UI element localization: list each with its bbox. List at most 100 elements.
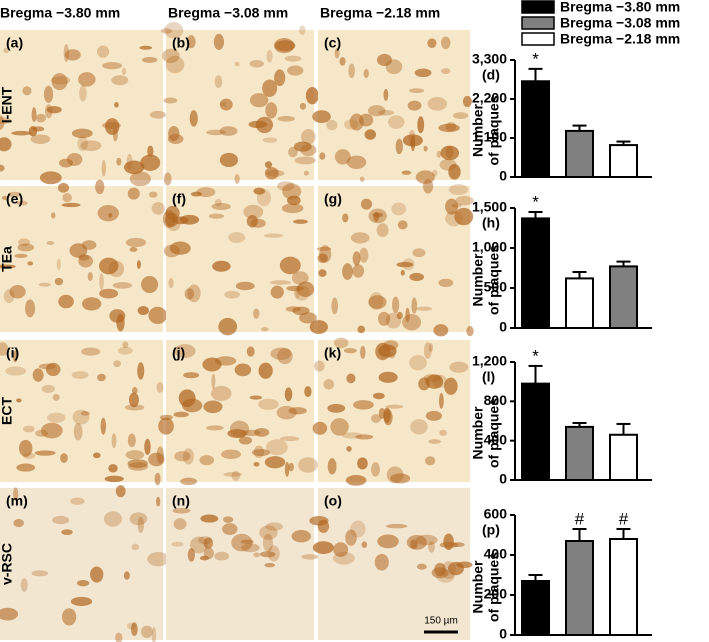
plaque-stain <box>0 264 16 269</box>
plaque-stain <box>417 116 425 134</box>
plaque-stain <box>187 284 201 303</box>
plaque-stain <box>214 198 222 207</box>
plaque-stain <box>407 100 422 111</box>
plaque-stain <box>372 212 383 218</box>
plaque-stain <box>408 130 416 147</box>
plaque-stain <box>448 163 461 180</box>
plaque-stain <box>52 394 60 401</box>
plaque-stain <box>445 146 454 158</box>
plaque-stain <box>123 571 130 580</box>
chart-panel-label: (l) <box>482 369 495 385</box>
plaque-stain <box>296 281 315 297</box>
plaque-stain <box>445 198 458 215</box>
plaque-stain <box>440 68 451 74</box>
plaque-stain <box>377 534 399 549</box>
y-axis-label: Number <box>470 253 486 306</box>
plaque-stain <box>220 101 227 107</box>
plaque-stain <box>46 106 62 114</box>
plaque-stain <box>31 107 37 123</box>
plaque-stain <box>154 472 161 486</box>
plaque-stain <box>18 439 33 457</box>
plaque-stain <box>317 519 330 533</box>
plaque-stain <box>220 449 242 460</box>
row-label: ECT <box>0 397 15 425</box>
plaque-stain <box>406 534 427 550</box>
y-axis-label: Number <box>470 104 486 157</box>
plaque-stain <box>214 75 223 89</box>
y-tick-label: 400 <box>484 431 508 447</box>
panel-label: (j) <box>172 345 185 361</box>
plaque-stain <box>262 137 278 143</box>
plaque-stain <box>259 551 276 558</box>
plaque-stain <box>200 514 219 523</box>
plaque-stain <box>288 407 307 415</box>
plaque-stain <box>360 345 366 359</box>
plaque-stain <box>353 400 374 410</box>
plaque-stain <box>269 280 292 285</box>
plaque-stain <box>348 63 355 79</box>
plaque-stain <box>341 432 363 439</box>
plaque-stain <box>249 395 263 400</box>
plaque-stain <box>436 570 455 583</box>
plaque-stain <box>261 327 269 332</box>
plaque-stain <box>364 129 377 140</box>
plaque-stain <box>282 183 302 200</box>
legend-swatch <box>521 32 555 46</box>
plaque-stain <box>50 212 56 219</box>
significance-marker: * <box>532 192 539 211</box>
plaque-stain <box>288 462 294 472</box>
plaque-stain <box>99 288 119 299</box>
panel-label: (k) <box>324 345 341 361</box>
plaque-stain <box>444 377 458 395</box>
row-label: I-ENT <box>0 86 15 123</box>
plaque-stain <box>300 144 317 157</box>
plaque-stain <box>78 72 96 87</box>
plaque-stain <box>231 533 253 552</box>
plaque-stain <box>127 187 140 200</box>
plaque-stain <box>121 67 127 76</box>
legend-label: Bregma −2.18 mm <box>560 31 680 47</box>
y-tick-label: 1,100 <box>472 129 507 145</box>
plaque-stain <box>17 243 35 252</box>
y-tick-label: 1,500 <box>472 199 507 215</box>
plaque-stain <box>363 68 369 79</box>
plaque-stain <box>203 400 223 414</box>
y-axis-label: Number <box>470 560 486 613</box>
plaque-stain <box>31 570 49 577</box>
plaque-stain <box>22 425 35 433</box>
plaque-stain <box>79 84 87 102</box>
plaque-stain <box>355 434 374 440</box>
panel-label: (g) <box>324 191 342 207</box>
plaque-stain <box>291 271 309 285</box>
plaque-stain <box>281 203 304 214</box>
plaque-stain <box>32 368 44 382</box>
plaque-stain <box>416 563 427 570</box>
plaque-stain <box>422 178 434 194</box>
plaque-stain <box>71 371 89 379</box>
plaque-stain <box>277 348 293 365</box>
plaque-stain <box>396 261 414 268</box>
plaque-stain <box>428 541 435 553</box>
plaque-stain <box>69 243 88 258</box>
plaque-stain <box>279 256 301 275</box>
plaque-stain <box>0 607 19 621</box>
plaque-stain <box>1 195 8 201</box>
plaque-stain <box>108 464 118 473</box>
plaque-stain <box>46 240 55 246</box>
plaque-stain <box>163 97 178 104</box>
y-tick-label: 1,200 <box>472 353 507 369</box>
plaque-stain <box>190 191 202 197</box>
plaque-stain <box>254 427 270 437</box>
legend-swatch <box>521 0 555 14</box>
plaque-stain <box>38 363 56 370</box>
plaque-stain <box>264 562 276 568</box>
plaque-stain <box>346 373 356 384</box>
plaque-stain <box>56 258 61 271</box>
plaque-stain <box>14 253 28 258</box>
plaque-stain <box>116 157 122 166</box>
plaque-stain <box>427 38 437 49</box>
micrograph <box>318 186 470 332</box>
y-tick-label: 500 <box>484 279 508 295</box>
plaque-stain <box>28 126 38 137</box>
plaque-stain <box>41 384 55 393</box>
